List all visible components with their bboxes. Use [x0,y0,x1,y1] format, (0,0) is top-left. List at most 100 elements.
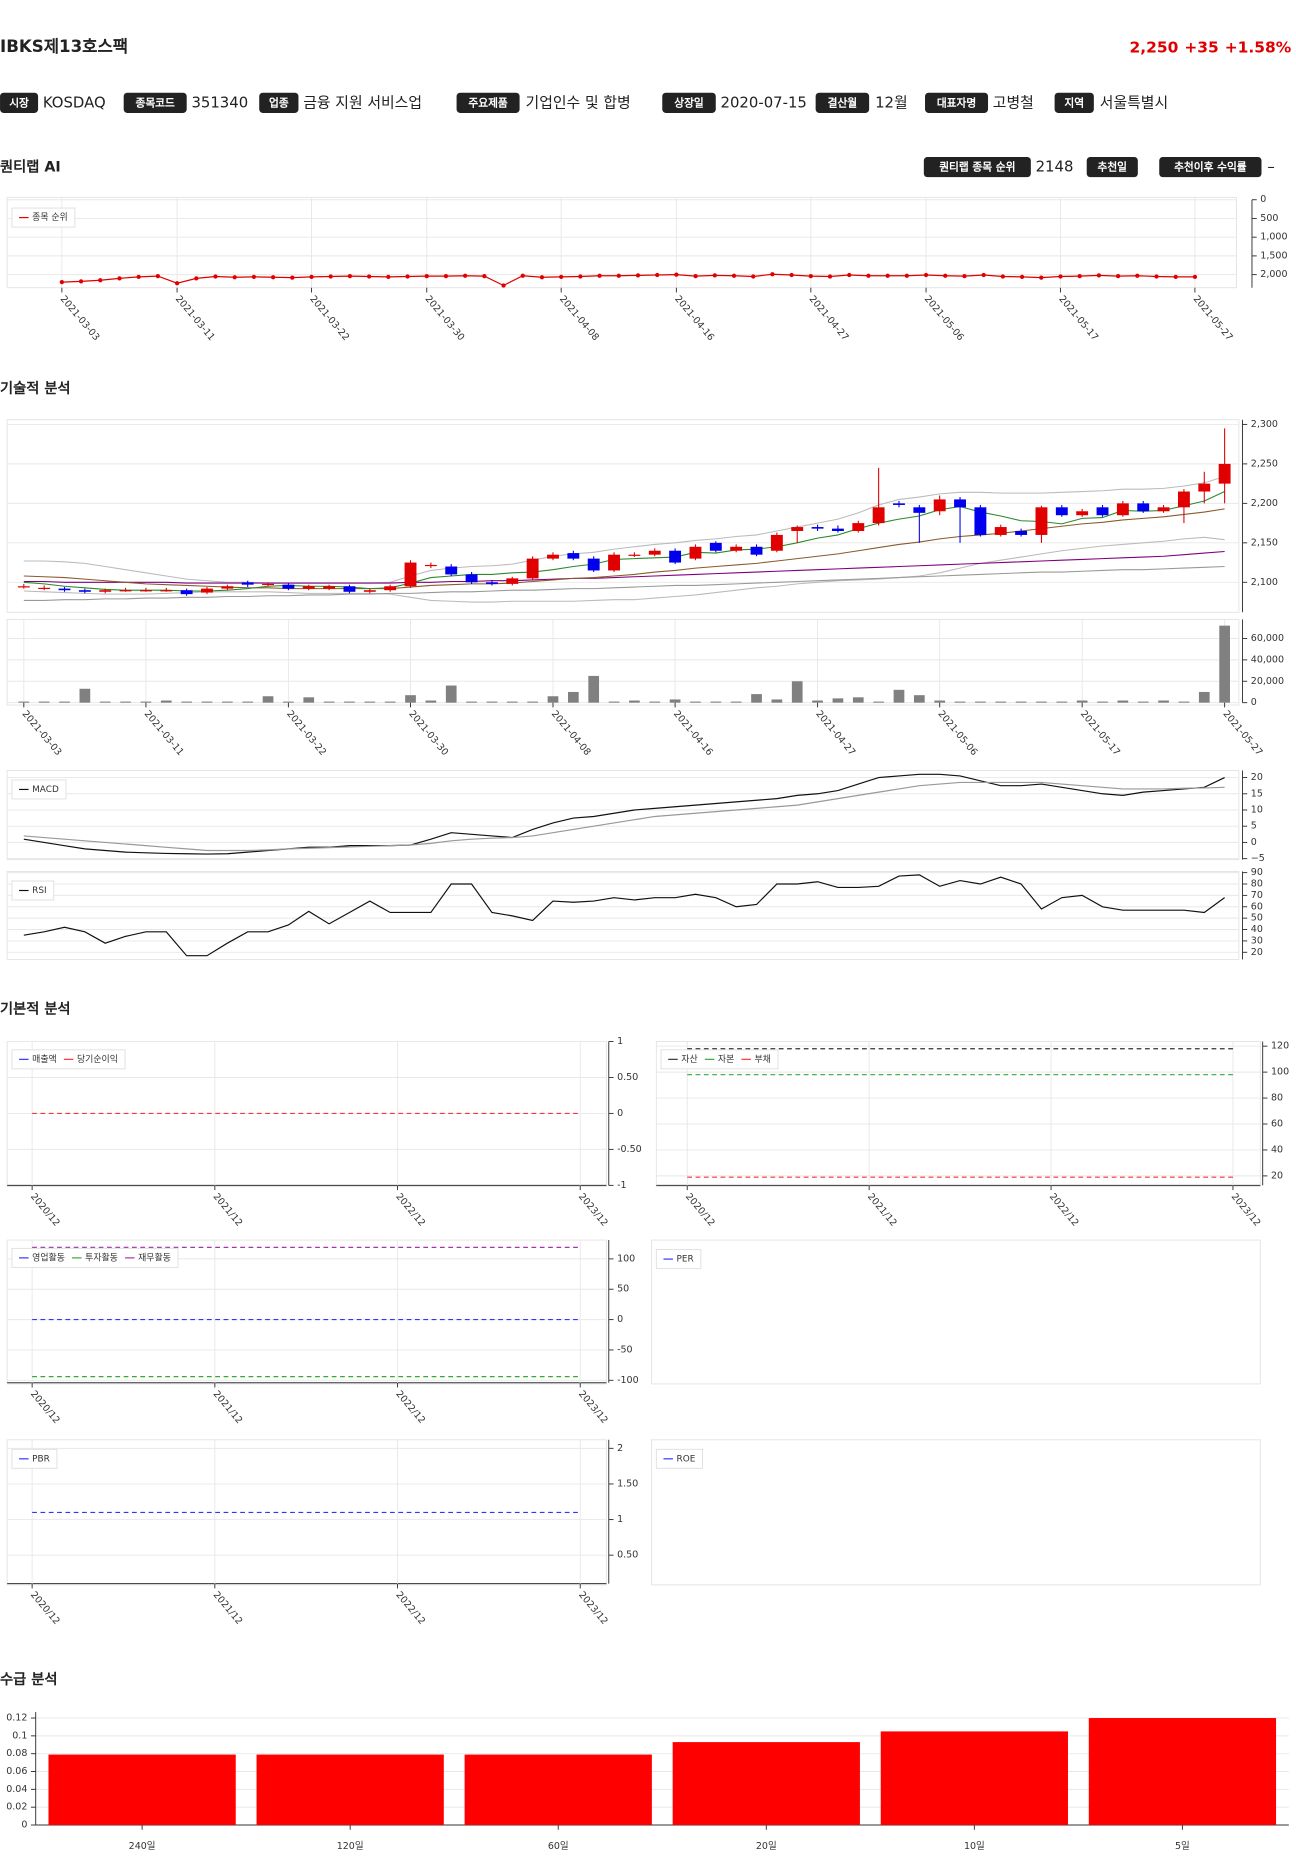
point [290,275,295,280]
bar [913,695,925,703]
bar [283,701,294,703]
x-tick-label: 2021-04-27 [813,709,857,758]
x-tick-label: 2021-04-08 [557,294,601,343]
point [366,274,372,279]
point [309,274,314,280]
candle-body [1035,507,1048,535]
bar [323,701,335,703]
point [1173,274,1178,280]
x-tick-label: 2021-03-11 [173,294,217,343]
bar [48,1754,236,1826]
y-tick-label: 1 [617,1036,623,1047]
candle-body [709,542,722,551]
legend: 매출액 당기순이익 [11,1049,126,1070]
x-tick-label: 2021-04-27 [807,294,851,343]
info-value: 2148 [1036,158,1074,176]
candle-body [587,558,600,571]
series-line [23,781,1225,852]
bar [445,685,457,703]
point [117,276,122,281]
badge [1159,156,1262,178]
y-tick-label: 100 [1271,1067,1289,1078]
x-tick-label: 20일 [756,1841,777,1852]
y-tick-label: 2,250 [1251,458,1278,469]
candle-body [38,587,51,590]
candle-body [648,550,661,555]
x-tick-label: 2021-05-27 [1191,294,1235,343]
y-tick-label: -100 [617,1375,639,1386]
y-tick-label: 60 [1251,901,1263,912]
point [482,273,487,279]
bar [364,701,376,703]
bar [791,681,803,703]
bar [486,701,498,703]
info-value: – [1267,158,1274,176]
point [1077,273,1082,279]
y-tick-label: 0.06 [6,1766,27,1777]
x-tick-label: 2022/12 [1047,1191,1081,1228]
bar [1097,701,1108,703]
bar [771,699,783,703]
bar [608,701,620,703]
badge-label: 주요제품 [468,96,507,109]
legend: RSI [11,880,55,901]
bar [425,700,437,703]
bar [160,700,172,703]
point [1135,273,1140,278]
candle-body [17,586,30,588]
point [501,283,506,288]
legend: PBR [11,1448,58,1469]
point [866,273,871,278]
legend-label: 영업활동 [32,1251,65,1263]
bar [18,701,30,703]
info-value: 고병철 [993,93,1034,111]
bar [1015,701,1027,703]
y-tick-label: 0 [21,1820,27,1831]
stock-title: IBKS제13호스팩 [0,37,128,56]
legend: ROE [655,1448,703,1469]
y-tick-label: 0.12 [6,1713,27,1724]
point [463,273,468,278]
badge-label: 지역 [1064,96,1084,109]
y-tick-label: 20 [1251,772,1263,783]
x-tick-label: 2023/12 [576,1389,610,1426]
series-line [23,491,1225,592]
bar [99,701,111,703]
x-tick-label: 240일 [129,1841,156,1852]
legend-label: 투자활동 [85,1251,118,1263]
point [1096,273,1102,278]
candle-body [1015,530,1028,535]
candle-body [831,528,844,531]
y-tick-label: 0.50 [617,1550,638,1561]
y-tick-label: 20 [1271,1170,1283,1181]
x-tick-label: 2021-04-16 [671,709,715,758]
point [386,274,391,280]
bar [466,701,477,703]
candle-body [221,586,234,589]
x-tick-label: 2021-05-17 [1078,709,1122,758]
series-line [23,874,1225,957]
x-tick-label: 2021/12 [211,1191,245,1228]
legend-label: PER [677,1255,694,1265]
point [655,272,660,278]
bar [262,696,274,703]
candle-body [628,554,641,556]
badge-label: 업종 [269,96,289,109]
point [213,274,218,279]
point [1192,274,1198,280]
point [789,272,794,278]
bar [506,701,518,703]
y-tick-label: 1 [617,1514,623,1525]
price-change-pct: +1.58% [1225,38,1292,56]
bar [344,701,355,703]
x-tick-label: 2021-03-03 [20,709,64,758]
candle-body [384,586,397,591]
x-tick-label: 2021-04-16 [672,294,716,343]
bar [1117,700,1129,703]
bar [995,701,1007,703]
point [98,278,103,283]
x-tick-label: 2022/12 [393,1590,427,1627]
bar [832,698,844,703]
info-value: KOSDAQ [43,93,106,111]
